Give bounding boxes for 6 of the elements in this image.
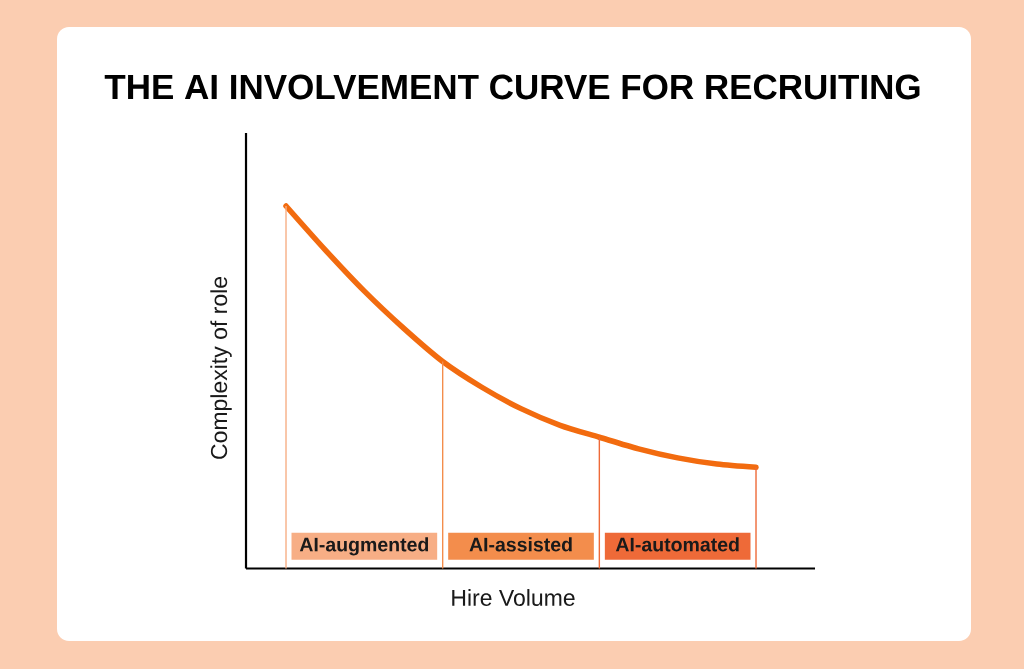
annotation: AI-assisted — [469, 537, 572, 552]
annotation: AI-automated — [615, 537, 739, 552]
x-axis-title: Hire Volume — [452, 589, 575, 606]
annotation: AI-augmented — [299, 537, 429, 556]
chart-title: THE AI INVOLVEMENT CURVE FOR RECRUITING — [104, 74, 920, 100]
y-axis-title: Complexity of role — [210, 277, 232, 459]
